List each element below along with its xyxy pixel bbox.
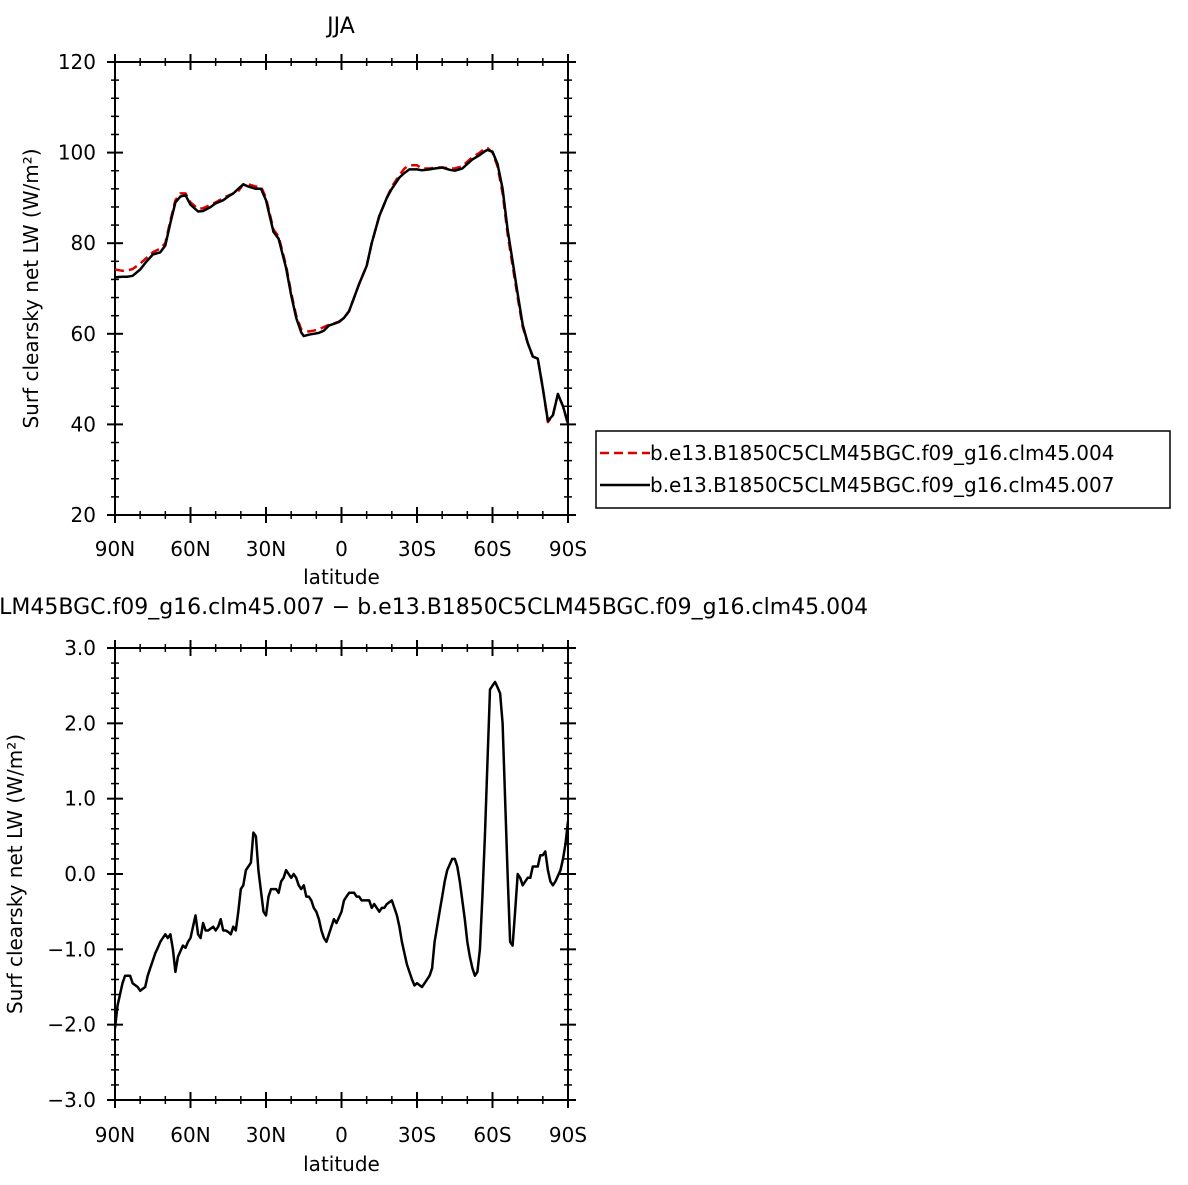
bottom-panel: b.e13.B1850C5CLM45BGC.f09_g16.clm45.007 … — [0, 595, 868, 1176]
x-tick-label: 30N — [246, 537, 286, 561]
y-tick-label: −3.0 — [47, 1088, 96, 1112]
chart-title: JJA — [325, 14, 355, 39]
y-tick-label: 3.0 — [64, 636, 96, 660]
y-tick-label: 0.0 — [64, 862, 96, 886]
x-tick-label: 60S — [473, 1123, 511, 1147]
x-tick-label: 0 — [335, 537, 348, 561]
legend: b.e13.B1850C5CLM45BGC.f09_g16.clm45.004b… — [595, 430, 1171, 509]
x-tick-label: 30S — [398, 1123, 436, 1147]
x-tick-label: 90S — [549, 1123, 587, 1147]
x-tick-label: 0 — [335, 1123, 348, 1147]
series-line-1 — [115, 146, 568, 425]
legend-box — [595, 430, 1171, 509]
x-tick-label: 60N — [170, 1123, 210, 1147]
legend-label-1: b.e13.B1850C5CLM45BGC.f09_g16.clm45.004 — [650, 441, 1114, 465]
chart-title: b.e13.B1850C5CLM45BGC.f09_g16.clm45.007 … — [0, 595, 868, 620]
y-axis-label: Surf clearsky net LW (W/m²) — [19, 148, 43, 428]
y-tick-label: −1.0 — [47, 937, 96, 961]
y-tick-label: 40 — [71, 412, 96, 436]
x-axis-label: latitude — [303, 1152, 380, 1176]
plot-frame — [114, 647, 569, 1101]
x-tick-label: 90N — [95, 1123, 135, 1147]
series-line-1 — [115, 680, 568, 1029]
x-tick-label: 60S — [473, 537, 511, 561]
series-line-2 — [115, 148, 568, 424]
x-tick-label: 60N — [170, 537, 210, 561]
y-axis-label: Surf clearsky net LW (W/m²) — [3, 734, 27, 1014]
y-tick-label: 20 — [71, 503, 96, 527]
x-axis-label: latitude — [303, 565, 380, 589]
y-tick-label: 2.0 — [64, 711, 96, 735]
y-tick-label: 80 — [71, 231, 96, 255]
x-tick-label: 30N — [246, 1123, 286, 1147]
x-tick-label: 90S — [549, 537, 587, 561]
legend-label-2: b.e13.B1850C5CLM45BGC.f09_g16.clm45.007 — [650, 473, 1114, 497]
top-panel: JJA 20 40 60 80 100 120 90N 60N 30N 0 30S 60S 90S lati… — [19, 14, 587, 589]
x-tick-label: 30S — [398, 537, 436, 561]
y-tick-label: 100 — [58, 141, 96, 165]
plot-frame — [114, 61, 569, 516]
x-tick-label: 90N — [95, 537, 135, 561]
y-tick-label: 1.0 — [64, 787, 96, 811]
y-tick-label: 60 — [71, 322, 96, 346]
y-tick-label: 120 — [58, 50, 96, 74]
y-tick-label: −2.0 — [47, 1013, 96, 1037]
